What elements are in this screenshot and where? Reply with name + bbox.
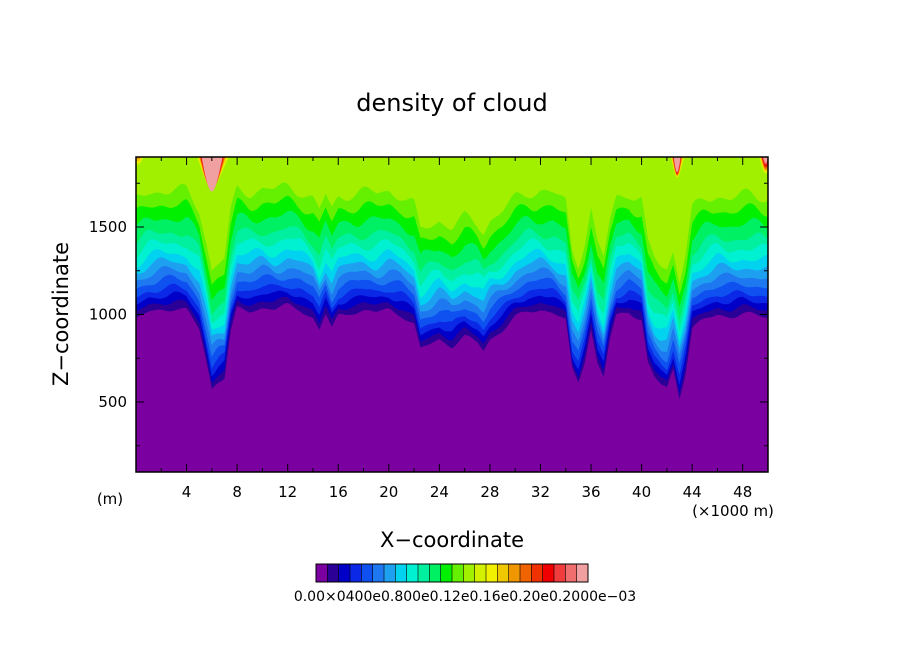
x-tick-label: 44: [683, 483, 702, 501]
contour-bands: [136, 157, 768, 399]
y-tick-label: 500: [98, 393, 127, 411]
colorbar-labels: 0.00×0400e0.800e0.12e0.16e0.20e0.2000e−0…: [294, 589, 636, 605]
colorbar-swatch: [327, 564, 340, 582]
x-tick-label: 40: [632, 483, 651, 501]
colorbar-swatch: [531, 564, 544, 582]
x-tick-label: 8: [232, 483, 242, 501]
colorbar-swatch: [338, 564, 351, 582]
colorbar-frame: [315, 563, 589, 583]
x-tick-label: 28: [480, 483, 499, 501]
x-unit-label: (m): [97, 490, 123, 508]
colorbar-swatch: [554, 564, 566, 582]
x-axis-label: X−coordinate: [380, 528, 524, 552]
colorbar-swatch: [565, 564, 578, 582]
colorbar-swatch: [429, 564, 442, 582]
colorbar-swatch: [395, 564, 408, 582]
y-axis: 500 1000 1500: [89, 182, 768, 447]
x-tick-label: 36: [581, 483, 600, 501]
x-scale-label: (×1000 m): [692, 502, 774, 520]
colorbar-swatch: [497, 564, 510, 582]
colorbar-swatch: [474, 564, 487, 582]
x-tick-label: 12: [278, 483, 297, 501]
colorbar-swatch: [406, 564, 419, 582]
colorbar-swatch: [520, 564, 532, 582]
contour-band: [136, 157, 768, 284]
y-tick-label: 1000: [89, 306, 127, 324]
chart-title: density of cloud: [356, 89, 547, 117]
colorbar-swatch: [440, 564, 453, 582]
colorbar-swatch: [542, 564, 555, 582]
colorbar-swatch: [486, 564, 498, 582]
x-tick-label: 4: [182, 483, 192, 501]
x-tick-label: 32: [531, 483, 550, 501]
plot-area: [136, 157, 768, 472]
x-axis: 4 8 12 16 20 24 28 32 36 40 44 48: [160, 157, 752, 501]
colorbar-swatch: [463, 564, 476, 582]
y-axis-label: Z−coordinate: [49, 242, 73, 386]
colorbar-swatch: [452, 564, 464, 582]
colorbar-swatch: [350, 564, 362, 582]
colorbar-swatch: [384, 564, 396, 582]
contour-band: [136, 157, 768, 188]
colorbar-swatch: [316, 564, 328, 582]
x-tick-label: 48: [733, 483, 752, 501]
colorbar-swatch: [418, 564, 430, 582]
colorbar-swatch: [508, 564, 521, 582]
x-tick-label: 24: [430, 483, 449, 501]
x-tick-label: 16: [329, 483, 348, 501]
colorbar-swatch: [372, 564, 385, 582]
colorbar: [316, 564, 589, 582]
y-tick-label: 1500: [89, 218, 127, 236]
x-tick-label: 20: [379, 483, 398, 501]
colorbar-swatch: [361, 564, 374, 582]
colorbar-swatch: [576, 564, 589, 582]
